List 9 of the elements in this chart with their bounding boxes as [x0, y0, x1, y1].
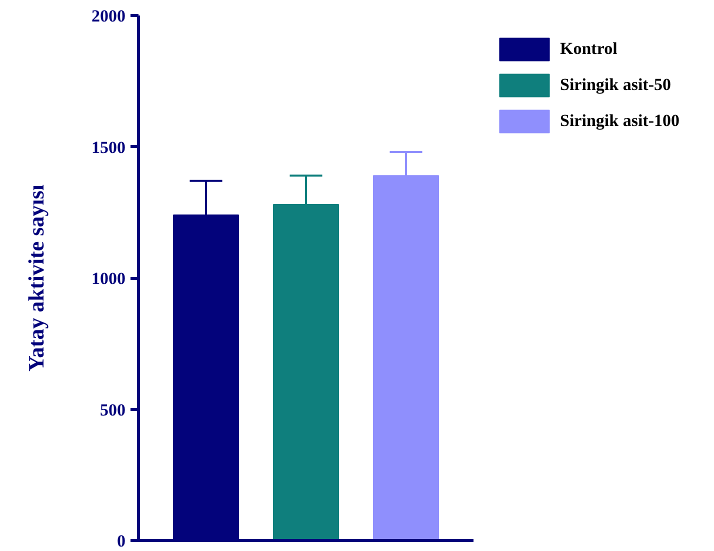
legend-label: Siringik asit-100: [560, 110, 680, 132]
legend-label: Kontrol: [560, 38, 618, 60]
y-tick-label: 1000: [92, 269, 126, 288]
y-tick-label: 1500: [92, 138, 126, 157]
legend-label: Siringik asit-50: [560, 74, 671, 96]
y-tick-label: 500: [100, 400, 126, 420]
y-tick-label: 0: [117, 532, 126, 550]
y-axis-title: Yatay aktivite sayısı: [24, 184, 48, 372]
y-tick-label: 2000: [92, 6, 126, 26]
